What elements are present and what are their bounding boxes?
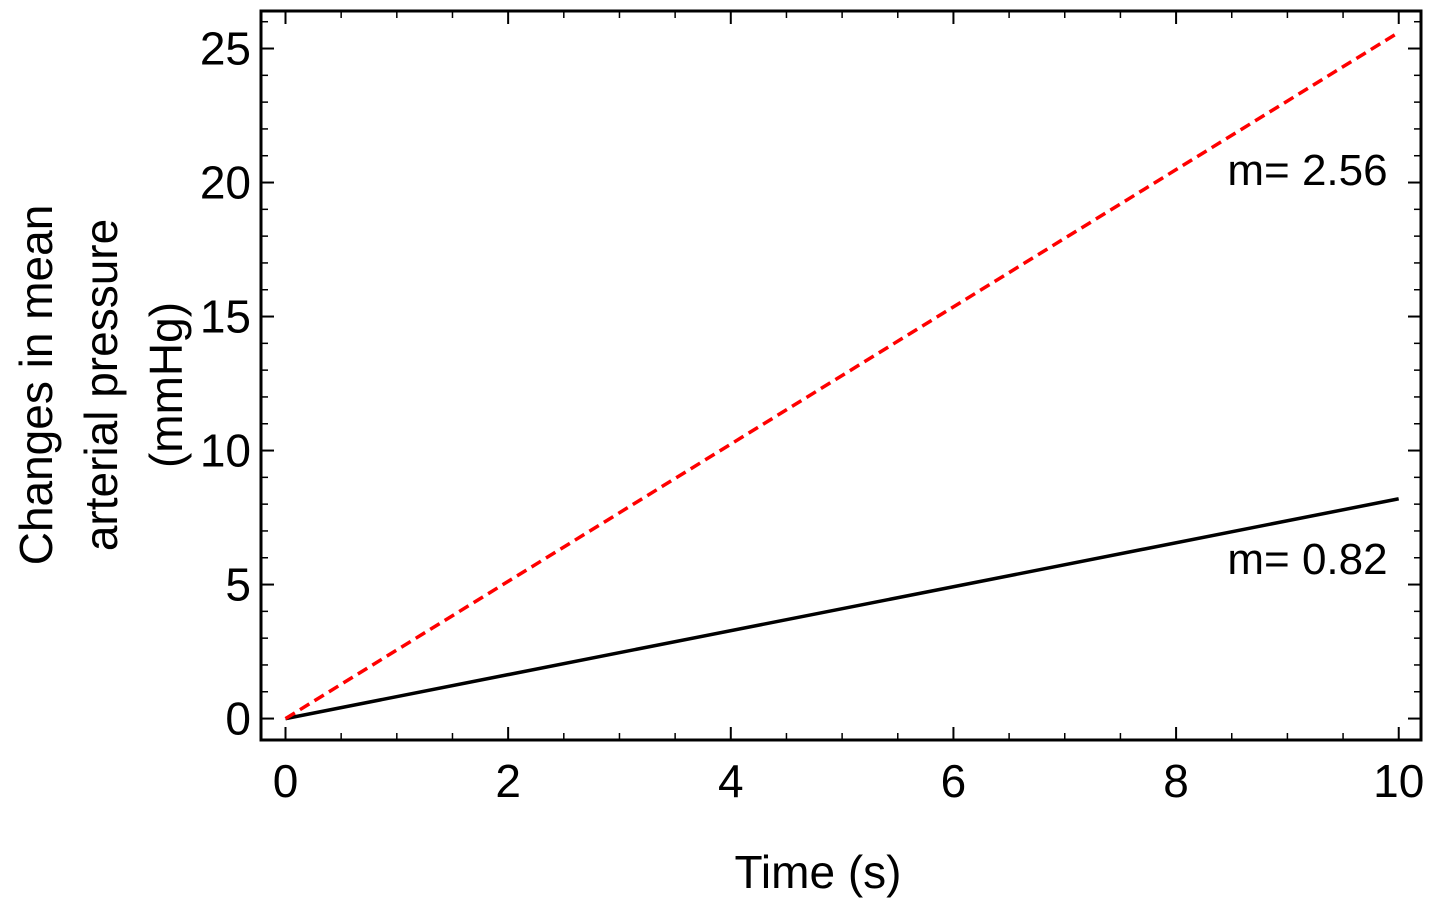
- plot-frame: [259, 9, 1423, 742]
- slope-annotation: m= 2.56: [1227, 146, 1387, 195]
- x-axis-title: Time (s): [735, 846, 902, 898]
- x-tick-label: 8: [1163, 755, 1189, 807]
- x-tick-label: 0: [273, 755, 299, 807]
- x-tick-label: 4: [718, 755, 744, 807]
- y-axis-title-line-3: (mmHg): [140, 302, 192, 468]
- y-axis-title-line-1: Changes in mean: [10, 205, 62, 566]
- y-tick-label: 0: [225, 693, 251, 745]
- y-tick-label: 5: [225, 559, 251, 611]
- x-tick-labels: 0 2 4 6 8 10: [273, 755, 1425, 807]
- y-tick-label: 20: [200, 157, 251, 209]
- x-tick-label: 6: [941, 755, 967, 807]
- y-tick-labels: 0 5 10 15 20 25: [200, 23, 251, 745]
- series-line-solid: [285, 497, 1400, 721]
- slope-annotation: m= 0.82: [1227, 535, 1387, 584]
- y-tick-label: 25: [200, 23, 251, 75]
- major-ticks: [261, 11, 1421, 740]
- series-line-dashed: [284, 30, 1400, 721]
- y-tick-label: 10: [200, 425, 251, 477]
- y-axis-title: Changes in mean arterial pressure (mmHg): [10, 205, 192, 566]
- x-tick-label: 2: [495, 755, 521, 807]
- y-axis-title-line-2: arterial pressure: [75, 219, 127, 551]
- series-layer: [284, 30, 1400, 721]
- annotations: m= 2.56 m= 0.82: [1227, 146, 1387, 584]
- y-tick-label: 15: [200, 291, 251, 343]
- x-tick-label: 10: [1373, 755, 1424, 807]
